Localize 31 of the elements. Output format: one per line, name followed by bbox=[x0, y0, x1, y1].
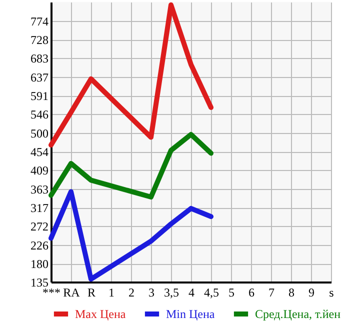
x-tick-label: RA bbox=[63, 286, 80, 300]
x-tick-label: 3,5 bbox=[164, 286, 179, 300]
legend-label: Max Цена bbox=[75, 307, 126, 321]
legend-label: Сред.Цена, т.йен bbox=[255, 307, 342, 321]
y-tick-label: 774 bbox=[30, 14, 48, 28]
y-tick-label: 728 bbox=[30, 33, 48, 48]
y-tick-label: 226 bbox=[30, 238, 48, 252]
x-tick-label: 8 bbox=[288, 286, 294, 300]
y-tick-label: 454 bbox=[30, 145, 48, 160]
y-tick-label: 546 bbox=[30, 108, 48, 122]
x-tick-label: 9 bbox=[308, 286, 314, 300]
y-tick-label: 409 bbox=[30, 164, 48, 178]
x-tick-label: 1 bbox=[108, 286, 114, 300]
y-tick-label: 363 bbox=[30, 182, 48, 196]
y-tick-label: 591 bbox=[30, 89, 48, 104]
y-tick-label: 180 bbox=[30, 257, 48, 272]
x-tick-label: 4 bbox=[188, 286, 194, 300]
y-tick-label: 317 bbox=[30, 201, 48, 216]
x-tick-label: 3 bbox=[148, 286, 154, 300]
x-tick-label: s bbox=[329, 286, 334, 300]
x-tick-label: 2 bbox=[128, 286, 134, 300]
y-tick-label: 500 bbox=[30, 126, 48, 140]
x-tick-label: 7 bbox=[268, 286, 274, 300]
x-tick-label: 6 bbox=[248, 286, 254, 300]
y-tick-label: 637 bbox=[30, 70, 48, 84]
x-tick-label: 5 bbox=[228, 286, 234, 300]
x-tick-label: 4,5 bbox=[204, 286, 219, 300]
legend-label: Min Цена bbox=[166, 307, 216, 321]
x-tick-label: R bbox=[87, 286, 96, 300]
y-tick-label: 272 bbox=[30, 220, 48, 234]
y-tick-label: 683 bbox=[30, 52, 48, 66]
